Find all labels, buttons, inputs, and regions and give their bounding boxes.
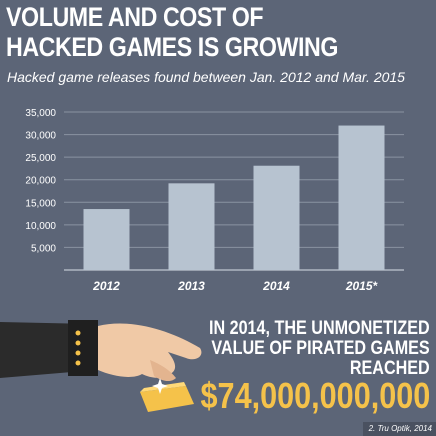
source-note: 2. Tru Optik, 2014 [362,422,436,436]
y-tick-label: 30,000 [25,131,56,142]
cuff-button [75,360,81,366]
hand-with-gold-bar-illustration [0,320,202,412]
cuff-button [75,330,81,336]
cuff-shape [68,320,98,376]
y-tick-label: 15,000 [25,198,56,209]
bar [168,183,215,270]
fingers-shape [150,360,176,382]
y-tick-label: 5,000 [31,243,56,254]
title-line-1: VOLUME AND COST OF [6,2,264,32]
gold-bar-shape [140,386,194,412]
bar-chart: 5,000 10,000 15,000 20,000 25,000 30,000 35,00… [25,108,404,293]
bar [338,125,385,271]
sparkle-icon [152,378,168,394]
hand-shape [98,323,202,378]
title-line-2: HACKED GAMES IS GROWING [6,32,338,62]
stat-line-1: IN 2014, THE UNMONETIZED [209,318,430,339]
stat-line-2: VALUE OF PIRATED GAMES [211,338,430,359]
bar [83,209,130,270]
y-tick-label: 35,000 [25,108,56,119]
cuff-button [75,350,81,356]
pirated-value-amount: $74,000,000,000 [200,375,430,416]
cuff-button [75,340,81,346]
stat-line-3: REACHED [350,358,430,379]
chart-subtitle: Hacked game releases found between Jan. … [7,69,405,85]
x-tick-label: 2015* [345,279,379,293]
x-tick-label: 2014 [262,279,290,293]
y-tick-label: 25,000 [25,153,56,164]
x-tick-label: 2013 [177,279,205,293]
y-tick-label: 20,000 [25,176,56,187]
stat-text: IN 2014, THE UNMONETIZED VALUE OF PIRATE… [170,319,430,379]
chart-title: VOLUME AND COST OF HACKED GAMES IS GROWI… [6,2,374,62]
x-tick-label: 2012 [92,279,120,293]
bar [253,165,300,270]
y-tick-label: 10,000 [25,221,56,232]
